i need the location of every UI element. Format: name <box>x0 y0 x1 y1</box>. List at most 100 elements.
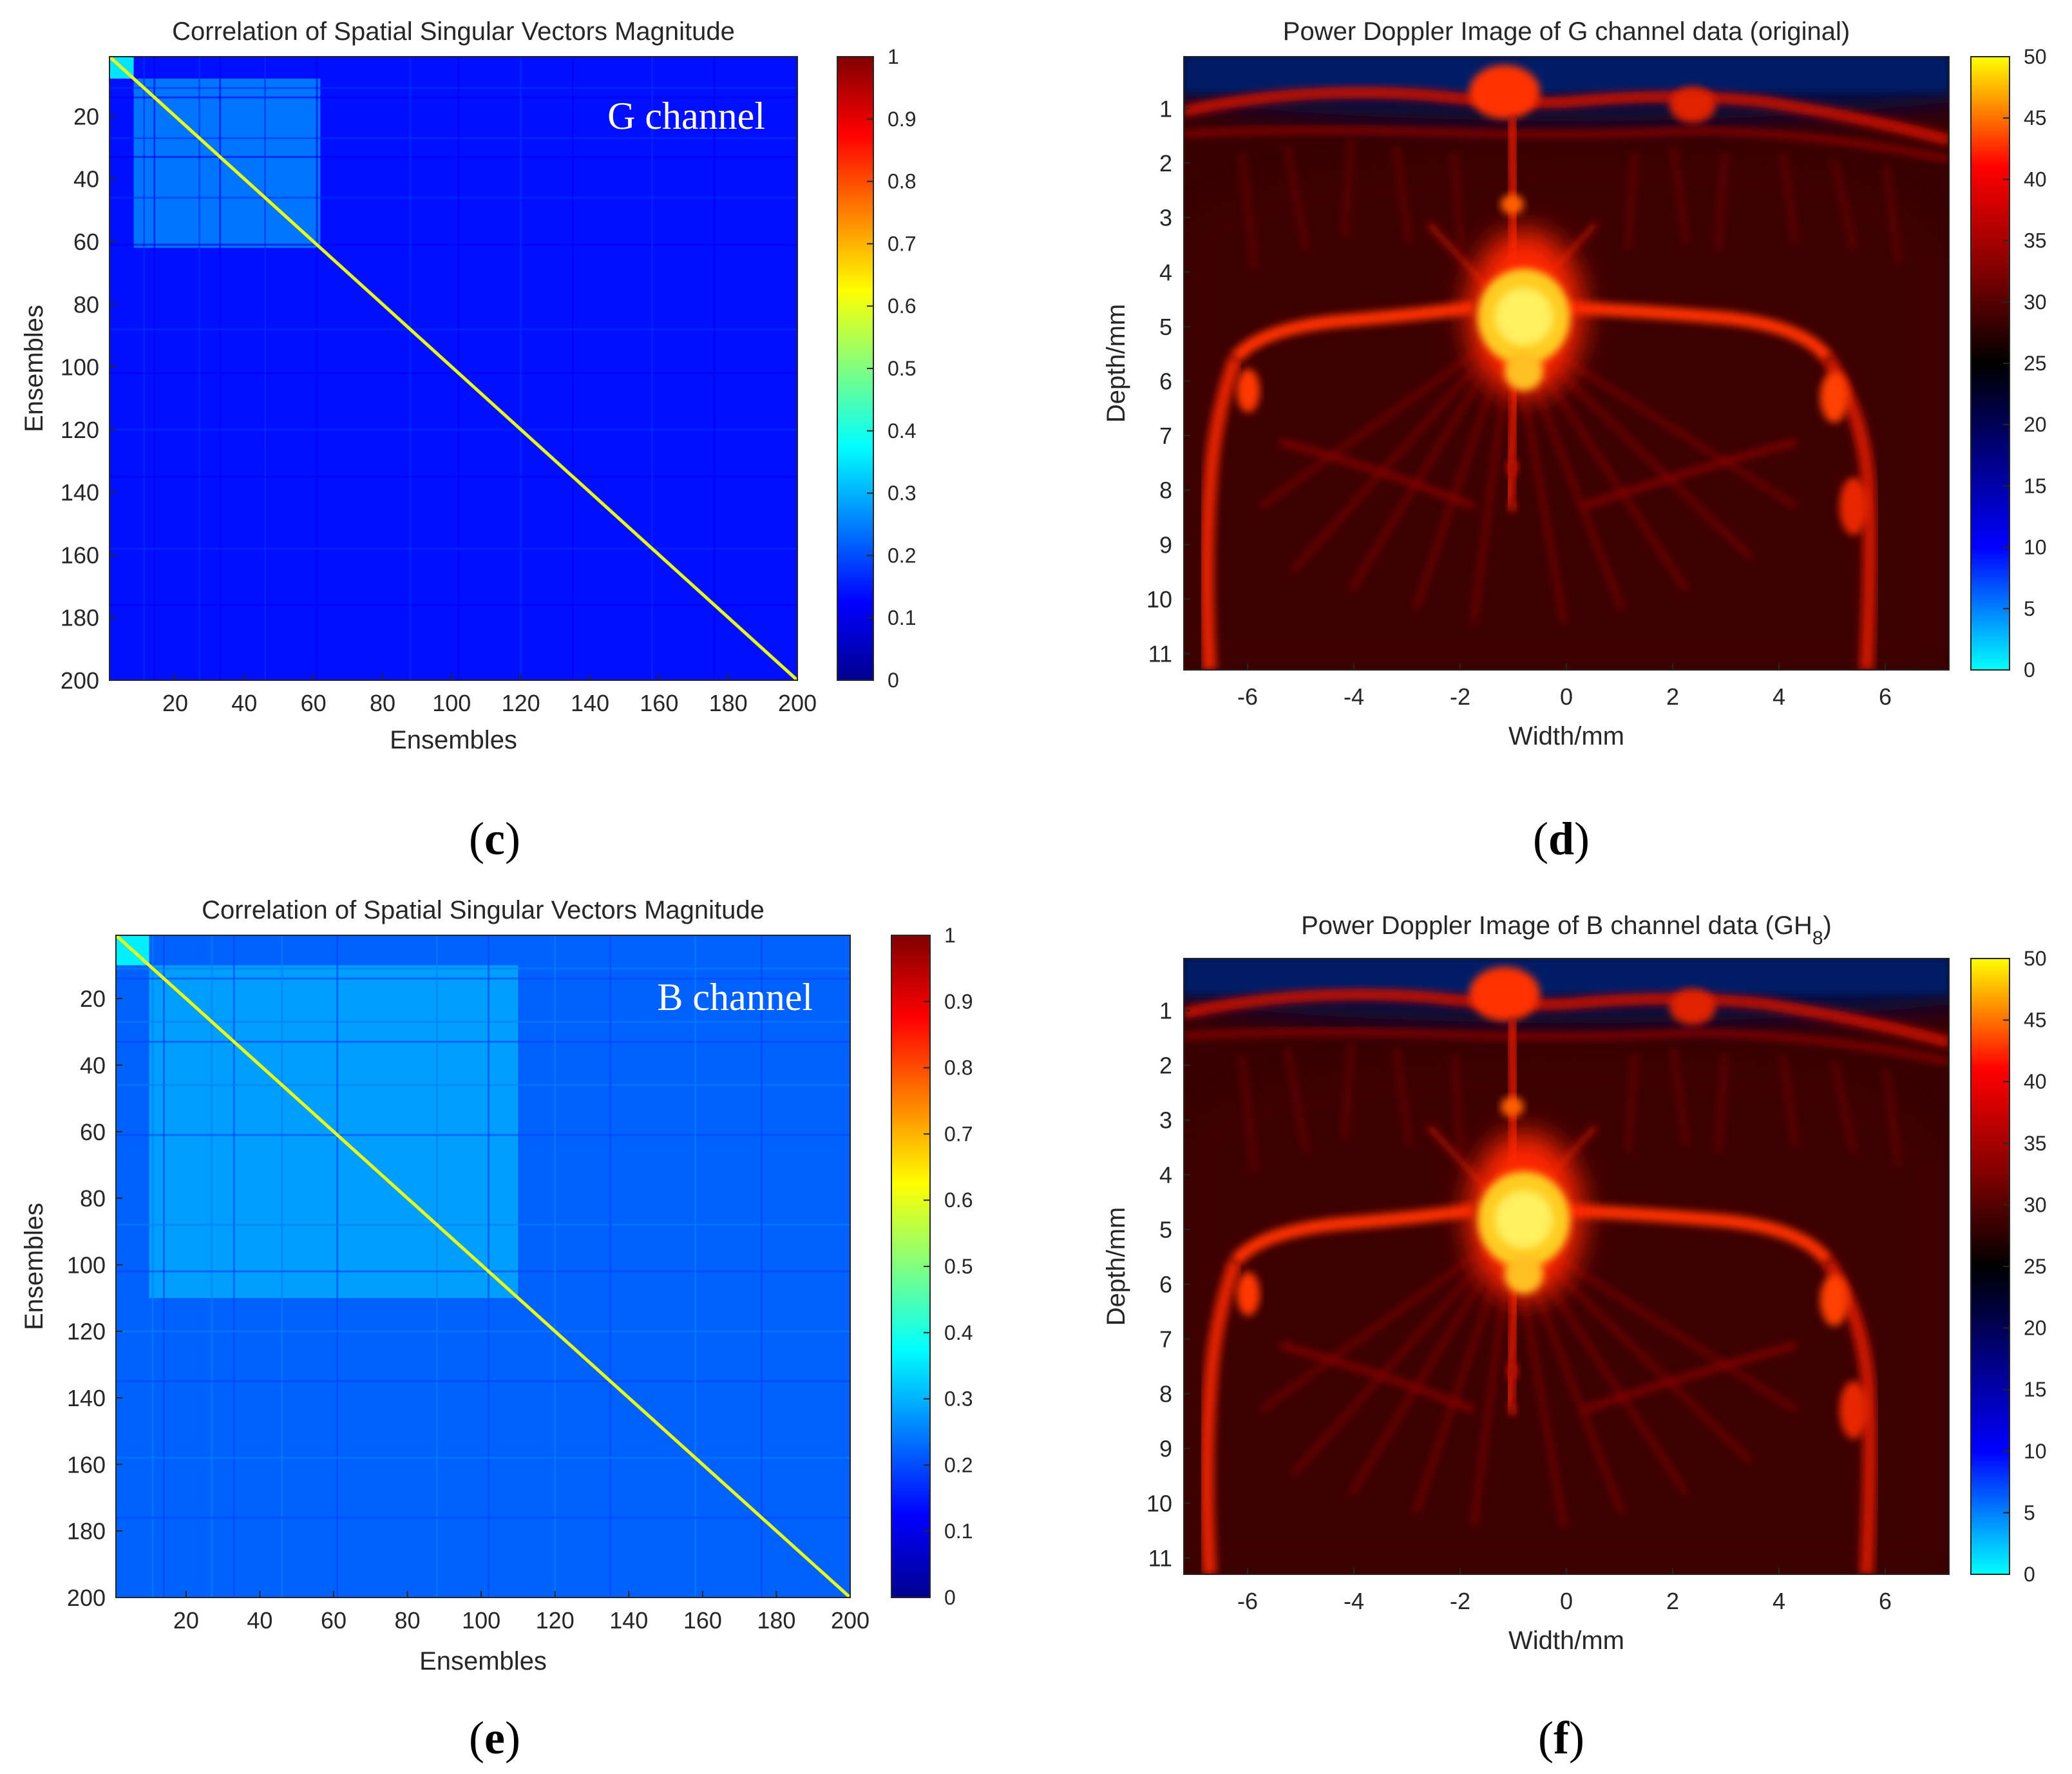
heatmap-diagonal <box>109 57 797 680</box>
colorbar-tick-label: 15 <box>2024 1378 2047 1401</box>
colorbar-tick-label: 50 <box>2024 45 2047 68</box>
colorbar-tick-label: 0 <box>2024 658 2035 682</box>
y-axis-label: Depth/mm <box>1102 1207 1130 1326</box>
x-tick-labels: -6 -4 -2 0 2 4 6 <box>1237 663 1892 710</box>
colorbar-tick-label: 0.5 <box>888 357 916 380</box>
colorbar-tick-label: 35 <box>2024 229 2047 253</box>
x-tick-label: -2 <box>1450 683 1470 710</box>
channel-annotation: G channel <box>607 95 765 137</box>
y-tick-label: 60 <box>73 229 99 255</box>
chart-title: Power Doppler Image of G channel data (o… <box>1283 17 1850 46</box>
y-tick-label: 9 <box>1159 531 1172 558</box>
x-tick-label: -4 <box>1344 1588 1364 1614</box>
x-tick-label: 160 <box>640 690 678 716</box>
colorbar-tick-label: 0.9 <box>944 990 973 1013</box>
axes-box <box>109 56 798 681</box>
colorbar-tick-label: 0.7 <box>888 232 916 255</box>
y-tick-label: 140 <box>61 479 99 506</box>
y-tick-label: 5 <box>1159 1217 1172 1243</box>
doppler-image <box>991 868 2072 1574</box>
y-tick-label: 4 <box>1159 259 1172 285</box>
colorbar-tick-label: 0.1 <box>888 606 916 629</box>
x-axis-label: Ensembles <box>419 1647 547 1675</box>
y-axis-label: Depth/mm <box>1102 304 1130 423</box>
colorbar-tick-label: 40 <box>2024 1070 2047 1093</box>
heatmap-texture <box>116 935 850 1598</box>
y-tick-label: 40 <box>73 166 99 193</box>
colorbar-tick-label: 0.6 <box>888 294 916 318</box>
y-tick-label: 6 <box>1159 368 1172 395</box>
y-tick-label: 160 <box>61 542 99 568</box>
x-tick-label: 60 <box>301 690 327 716</box>
x-tick-label: 2 <box>1666 683 1679 710</box>
x-tick-label: 100 <box>462 1607 500 1634</box>
x-tick-label: 20 <box>162 690 188 716</box>
y-tick-label: 1 <box>1159 95 1172 122</box>
y-tick-label: 4 <box>1159 1162 1172 1188</box>
x-tick-label: -2 <box>1450 1588 1470 1614</box>
colorbar-tick-label: 0.9 <box>888 108 916 131</box>
x-tick-label: 40 <box>231 690 257 716</box>
colorbar-tick-label: 0.5 <box>944 1255 973 1278</box>
y-tick-label: 1 <box>1159 998 1172 1024</box>
chart-title: Correlation of Spatial Singular Vectors … <box>202 896 765 924</box>
x-tick-label: -4 <box>1344 683 1364 710</box>
x-tick-label: 80 <box>370 690 395 716</box>
y-tick-label: 2 <box>1159 1053 1172 1079</box>
correlation-heatmap-b-channel: Correlation of Spatial Singular Vectors … <box>20 896 973 1675</box>
colorbar-tick-label: 25 <box>2024 1255 2047 1278</box>
heatmap-area <box>116 935 850 1598</box>
colorbar-tick-label: 0.1 <box>944 1520 973 1543</box>
colorbar-tick-label: 0.2 <box>944 1453 973 1476</box>
colorbar-tick-label: 0.2 <box>888 544 916 567</box>
colorbar-tick-label: 20 <box>2024 413 2047 436</box>
y-tick-label: 120 <box>67 1319 106 1345</box>
x-tick-label: 2 <box>1666 1588 1679 1614</box>
heatmap-area <box>109 57 797 680</box>
y-tick-label: 80 <box>73 291 99 318</box>
panel-label-d: (d) <box>1533 813 1590 864</box>
y-tick-label: 20 <box>73 103 99 129</box>
colorbar-tick-label: 45 <box>2024 1009 2047 1032</box>
y-tick-label: 200 <box>61 667 99 694</box>
channel-annotation: B channel <box>657 976 813 1018</box>
x-tick-label: 0 <box>1560 1588 1573 1614</box>
y-tick-label: 3 <box>1159 205 1172 231</box>
colorbar-tick-label: 0.8 <box>888 170 916 193</box>
y-tick-label: 20 <box>80 986 106 1012</box>
x-tick-label: 140 <box>571 690 609 716</box>
y-tick-label: 100 <box>61 354 99 381</box>
x-tick-labels: 20 40 60 80 100 120 140 160 180 200 <box>173 1591 870 1634</box>
x-tick-label: 160 <box>683 1607 722 1634</box>
x-tick-labels: 20 40 60 80 100 120 140 160 180 200 <box>162 674 817 716</box>
colorbar-tick-label: 15 <box>2024 474 2047 497</box>
colorbar-tick-label: 0.8 <box>944 1056 973 1080</box>
panel-label-c: (c) <box>469 813 520 864</box>
colorbar-tick-label: 0 <box>2024 1563 2035 1586</box>
y-tick-label: 5 <box>1159 314 1172 340</box>
correlation-heatmap-g-channel: Correlation of Spatial Singular Vectors … <box>20 17 916 754</box>
colorbar-tick-label: 20 <box>2024 1317 2047 1340</box>
x-axis-label: Ensembles <box>390 726 517 754</box>
y-tick-label: 100 <box>67 1252 106 1278</box>
x-tick-label: 180 <box>757 1607 795 1634</box>
x-axis-label: Width/mm <box>1508 722 1624 750</box>
doppler-image <box>991 0 2072 670</box>
x-tick-labels: -6 -4 -2 0 2 4 6 <box>1237 1568 1892 1614</box>
y-tick-label: 180 <box>61 605 99 631</box>
x-tick-label: 100 <box>432 690 471 716</box>
colorbar-tick-label: 30 <box>2024 291 2047 314</box>
colorbar-tick-label: 1 <box>944 924 956 947</box>
x-tick-label: 4 <box>1773 1588 1785 1614</box>
y-tick-label: 120 <box>61 417 99 443</box>
y-tick-label: 6 <box>1159 1272 1172 1298</box>
x-tick-label: -6 <box>1237 1588 1258 1614</box>
colorbar-tick-label: 0.6 <box>944 1188 973 1212</box>
colorbar-tick-label: 10 <box>2024 536 2047 559</box>
power-doppler-b-channel: Power Doppler Image of B channel data (G… <box>991 868 2072 1655</box>
y-tick-labels: 1 2 3 4 5 6 7 8 9 10 11 <box>1146 998 1190 1572</box>
heatmap-texture <box>109 57 797 680</box>
y-tick-label: 40 <box>80 1052 106 1078</box>
y-tick-labels: 20 40 60 80 100 120 140 160 180 200 <box>67 986 122 1611</box>
